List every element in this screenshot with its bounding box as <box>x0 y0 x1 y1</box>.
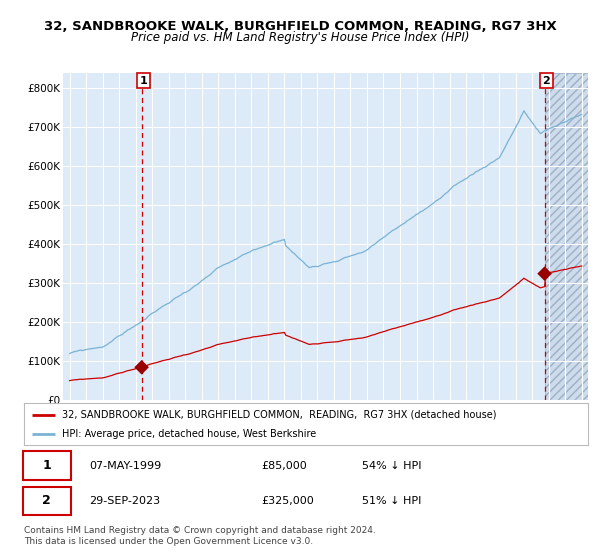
Text: 1: 1 <box>139 76 147 86</box>
Text: 32, SANDBROOKE WALK, BURGHFIELD COMMON, READING, RG7 3HX: 32, SANDBROOKE WALK, BURGHFIELD COMMON, … <box>44 20 556 32</box>
Text: 29-SEP-2023: 29-SEP-2023 <box>89 496 160 506</box>
Text: Contains HM Land Registry data © Crown copyright and database right 2024.
This d: Contains HM Land Registry data © Crown c… <box>24 526 376 546</box>
Text: 1: 1 <box>42 459 51 472</box>
Text: 54% ↓ HPI: 54% ↓ HPI <box>362 461 422 471</box>
Text: HPI: Average price, detached house, West Berkshire: HPI: Average price, detached house, West… <box>62 429 317 439</box>
Text: £325,000: £325,000 <box>261 496 314 506</box>
Text: 2: 2 <box>42 494 51 507</box>
Point <box>137 363 146 372</box>
Text: 2: 2 <box>542 76 550 86</box>
Text: 51% ↓ HPI: 51% ↓ HPI <box>362 496 422 506</box>
Point <box>540 269 550 278</box>
Text: £85,000: £85,000 <box>261 461 307 471</box>
FancyBboxPatch shape <box>23 487 71 515</box>
FancyBboxPatch shape <box>23 451 71 480</box>
Text: 07-MAY-1999: 07-MAY-1999 <box>89 461 161 471</box>
Text: Price paid vs. HM Land Registry's House Price Index (HPI): Price paid vs. HM Land Registry's House … <box>131 31 469 44</box>
Text: 32, SANDBROOKE WALK, BURGHFIELD COMMON,  READING,  RG7 3HX (detached house): 32, SANDBROOKE WALK, BURGHFIELD COMMON, … <box>62 409 497 419</box>
